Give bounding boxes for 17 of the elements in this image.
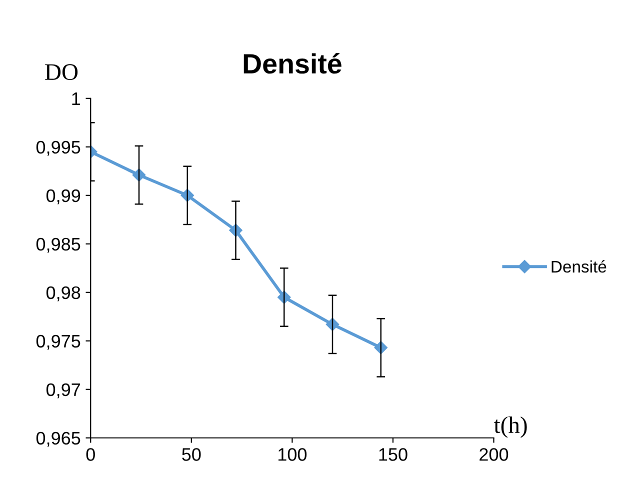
y-tick-label: 0,965	[36, 432, 80, 447]
x-tick-label: 0	[86, 448, 95, 461]
y-tick-label: 0,995	[36, 140, 80, 156]
x-tick-label: 100	[278, 448, 307, 461]
x-axis-title: t(h)	[494, 416, 527, 438]
y-tick-label: 0,99	[46, 189, 80, 204]
x-tick-label: 200	[480, 448, 508, 461]
legend-label: Densité	[552, 260, 606, 273]
y-tick-label: 0,97	[46, 383, 80, 398]
x-tick-label: 50	[182, 448, 201, 461]
y-tick-label: 1	[72, 92, 80, 105]
y-tick-label: 0,985	[36, 238, 80, 253]
y-tick-label: 0,975	[36, 334, 80, 350]
chart-title: Densité	[244, 53, 342, 74]
x-tick-label: 150	[379, 448, 408, 461]
y-axis-title: DO	[45, 64, 78, 80]
y-tick-label: 0,98	[46, 286, 80, 302]
